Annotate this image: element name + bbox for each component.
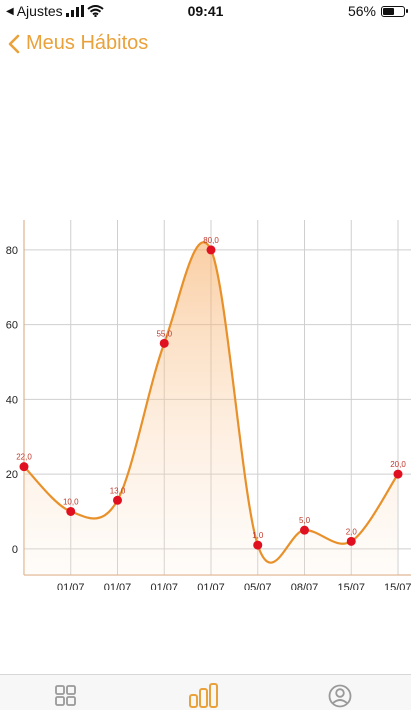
status-bar: ◀ Ajustes 09:41 56%: [0, 0, 411, 22]
x-tick-label: 01/07: [197, 582, 225, 590]
y-tick-label: 60: [6, 320, 18, 332]
battery-icon: [381, 6, 405, 17]
x-tick-label: 01/07: [104, 582, 132, 590]
data-label: 80,0: [203, 236, 219, 245]
data-label: 1,0: [252, 531, 264, 540]
data-point: [20, 462, 29, 471]
bar-chart-icon: [184, 683, 224, 709]
data-label: 22,0: [16, 453, 32, 462]
data-label: 55,0: [156, 329, 172, 338]
x-tick-label: 15/07: [337, 582, 365, 590]
back-button[interactable]: Meus Hábitos: [8, 32, 148, 55]
data-point: [113, 496, 122, 505]
habit-chart: 0 20 40 60 80 22,0 10,0 13,0 55,0 80,0 1,0 5,0 2,0 20…: [0, 210, 411, 590]
x-tick-label: 01/07: [57, 582, 85, 590]
chevron-left-icon: [8, 34, 20, 54]
profile-icon: [320, 683, 360, 709]
battery-percent: 56%: [348, 3, 376, 19]
data-point: [394, 470, 403, 479]
tab-bar: [0, 674, 411, 710]
navigation-bar: Meus Hábitos: [0, 28, 411, 64]
data-point: [300, 526, 309, 535]
tab-statistics[interactable]: [184, 683, 224, 709]
battery-fill: [383, 8, 394, 15]
area-fill: [24, 242, 398, 575]
data-label: 5,0: [299, 516, 311, 525]
data-point: [253, 541, 262, 550]
data-point: [347, 537, 356, 546]
x-tick-label: 01/07: [150, 582, 178, 590]
tab-habits[interactable]: [46, 683, 86, 709]
data-label: 10,0: [63, 497, 79, 506]
battery-status: 56%: [348, 3, 405, 19]
grid-icon: [46, 683, 86, 709]
x-tick-label: 08/07: [291, 582, 319, 590]
data-label: 13,0: [110, 486, 126, 495]
data-point: [160, 339, 169, 348]
y-tick-label: 40: [6, 394, 18, 406]
data-label: 20,0: [390, 460, 406, 469]
area-chart: 0 20 40 60 80 22,0 10,0 13,0 55,0 80,0 1,0 5,0 2,0 20…: [0, 210, 411, 590]
y-tick-label: 80: [6, 245, 18, 257]
back-button-label: Meus Hábitos: [26, 32, 148, 55]
y-tick-label: 0: [12, 544, 18, 556]
y-tick-label: 20: [6, 469, 18, 481]
data-label: 2,0: [346, 527, 358, 536]
tab-profile[interactable]: [320, 683, 360, 709]
x-tick-label: 15/07: [384, 582, 411, 590]
data-point: [207, 245, 216, 254]
data-point: [66, 507, 75, 516]
x-tick-label: 05/07: [244, 582, 272, 590]
